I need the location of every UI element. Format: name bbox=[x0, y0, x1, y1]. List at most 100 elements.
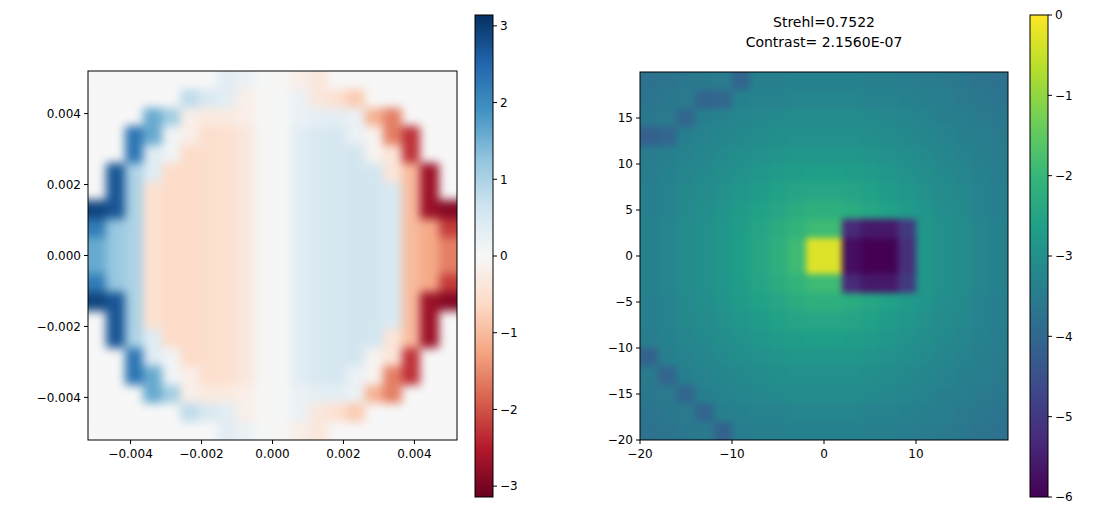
cell bbox=[180, 219, 199, 238]
cell bbox=[180, 366, 199, 385]
cell bbox=[714, 330, 733, 349]
colorbar-tick bbox=[493, 25, 497, 26]
colorbar-tick-label: −5 bbox=[1055, 410, 1073, 424]
cell bbox=[806, 385, 825, 404]
cell bbox=[199, 348, 218, 367]
cell bbox=[714, 146, 733, 165]
cell bbox=[291, 385, 310, 404]
cell bbox=[990, 366, 1008, 385]
cell bbox=[383, 71, 402, 90]
cell bbox=[824, 293, 843, 312]
cell bbox=[953, 182, 972, 201]
cell bbox=[658, 274, 677, 293]
cell bbox=[291, 237, 310, 256]
cell bbox=[402, 163, 421, 182]
cell bbox=[879, 238, 898, 257]
cell bbox=[420, 385, 439, 404]
cell bbox=[879, 348, 898, 367]
cell bbox=[125, 274, 144, 293]
cell bbox=[916, 164, 935, 183]
cell bbox=[383, 163, 402, 182]
cell bbox=[971, 403, 990, 422]
cell bbox=[971, 146, 990, 165]
cell bbox=[88, 89, 107, 108]
colorbar-tick-label: 0 bbox=[1055, 8, 1063, 22]
cell bbox=[254, 366, 273, 385]
cell bbox=[714, 274, 733, 293]
cell bbox=[162, 145, 181, 164]
cell bbox=[824, 90, 843, 109]
cell bbox=[732, 348, 751, 367]
cell bbox=[346, 163, 365, 182]
cell bbox=[640, 330, 659, 349]
cell bbox=[328, 348, 347, 367]
cell bbox=[125, 329, 144, 348]
cell bbox=[180, 274, 199, 293]
cell bbox=[806, 403, 825, 422]
x-tick bbox=[824, 440, 825, 444]
cell bbox=[658, 109, 677, 128]
cell bbox=[217, 311, 236, 330]
cell bbox=[714, 385, 733, 404]
y-tick-label: −5 bbox=[615, 295, 633, 309]
cell bbox=[365, 71, 384, 90]
cell bbox=[383, 182, 402, 201]
cell bbox=[658, 182, 677, 201]
cell bbox=[125, 311, 144, 330]
cell bbox=[383, 145, 402, 164]
cell bbox=[953, 109, 972, 128]
cell bbox=[677, 90, 696, 109]
cell bbox=[879, 146, 898, 165]
cell bbox=[143, 237, 162, 256]
y-tick bbox=[636, 118, 640, 119]
cell bbox=[769, 385, 788, 404]
cell bbox=[88, 292, 107, 311]
cell bbox=[695, 90, 714, 109]
cell bbox=[125, 71, 144, 90]
cell bbox=[309, 163, 328, 182]
cell bbox=[732, 127, 751, 146]
cell bbox=[383, 200, 402, 219]
cell bbox=[402, 145, 421, 164]
cell bbox=[934, 311, 953, 330]
cell bbox=[787, 311, 806, 330]
colorbar-tick-label: −4 bbox=[1055, 330, 1073, 344]
cell bbox=[769, 164, 788, 183]
cell bbox=[217, 366, 236, 385]
cell bbox=[971, 256, 990, 275]
cell bbox=[953, 348, 972, 367]
cell bbox=[236, 256, 255, 275]
cell bbox=[88, 108, 107, 127]
cell bbox=[365, 126, 384, 145]
cell bbox=[806, 127, 825, 146]
cell bbox=[898, 219, 917, 238]
cell bbox=[695, 348, 714, 367]
cell bbox=[402, 329, 421, 348]
cell bbox=[180, 163, 199, 182]
cell bbox=[328, 163, 347, 182]
x-tick bbox=[414, 440, 415, 444]
cell bbox=[842, 293, 861, 312]
cell bbox=[750, 146, 769, 165]
cell bbox=[750, 348, 769, 367]
cell bbox=[217, 329, 236, 348]
cell bbox=[162, 219, 181, 238]
cell bbox=[217, 200, 236, 219]
cell bbox=[273, 200, 292, 219]
cell bbox=[291, 163, 310, 182]
cell bbox=[125, 422, 144, 440]
cell bbox=[106, 256, 125, 275]
cell bbox=[88, 366, 107, 385]
cell bbox=[916, 385, 935, 404]
cell bbox=[990, 238, 1008, 257]
cell bbox=[990, 219, 1008, 238]
cell bbox=[383, 256, 402, 275]
cell bbox=[309, 292, 328, 311]
cell bbox=[273, 89, 292, 108]
cell bbox=[971, 219, 990, 238]
cell bbox=[125, 219, 144, 238]
cell bbox=[916, 90, 935, 109]
cell bbox=[309, 126, 328, 145]
cell bbox=[677, 366, 696, 385]
cell bbox=[861, 366, 880, 385]
